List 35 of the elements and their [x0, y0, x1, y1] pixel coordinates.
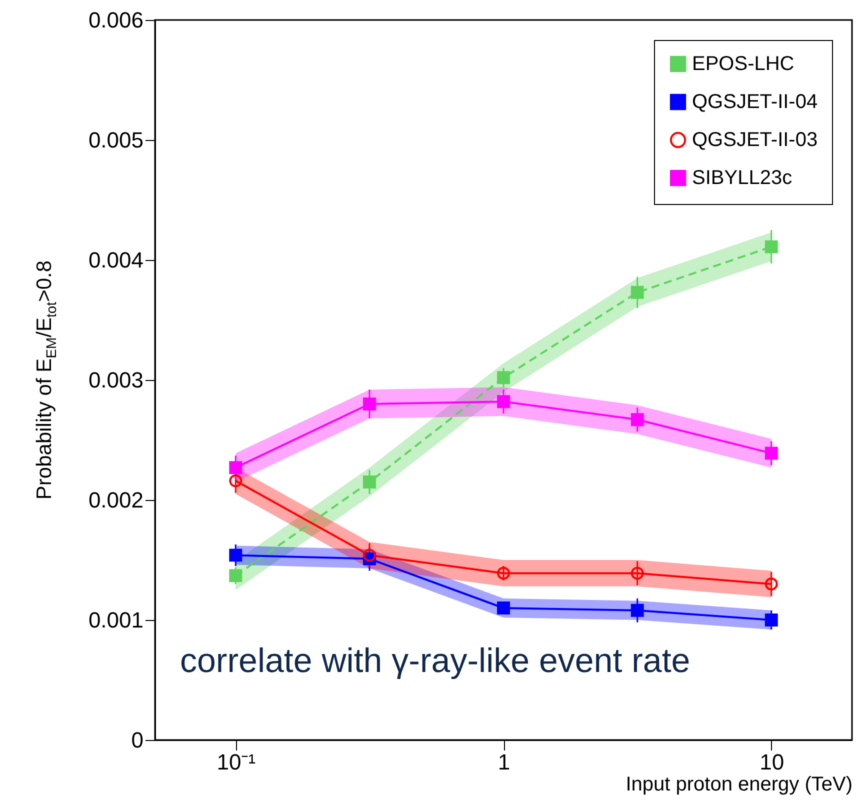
x-axis-title: Input proton energy (TeV)	[626, 774, 852, 796]
point	[229, 548, 242, 562]
point	[630, 604, 644, 617]
point	[630, 413, 644, 426]
point	[363, 398, 376, 410]
point	[497, 371, 510, 384]
point	[630, 566, 644, 580]
legend-label: SIBYLL23c	[692, 167, 792, 189]
x-tick-label: 1	[498, 750, 510, 774]
point	[497, 602, 510, 614]
y-tick-label: 0.003	[88, 368, 144, 392]
point	[764, 240, 778, 254]
point	[363, 476, 376, 488]
point	[229, 474, 242, 488]
x-tick-label: 10	[760, 750, 784, 774]
y-tick-label: 0.002	[88, 488, 144, 512]
legend-label: QGSJET-II-04	[692, 91, 818, 113]
point	[497, 566, 510, 580]
legend-label: EPOS-LHC	[692, 53, 794, 75]
y-tick-label: 0.001	[88, 608, 144, 632]
point	[229, 461, 242, 474]
point	[497, 395, 510, 408]
point	[229, 569, 242, 582]
y-tick-label: 0.005	[88, 128, 144, 152]
point	[764, 578, 778, 590]
point	[363, 548, 376, 562]
point	[630, 286, 644, 299]
point	[764, 446, 778, 460]
point	[764, 614, 778, 626]
annotation: correlate with γ-ray-like event rate	[180, 642, 690, 681]
y-tick-label: 0.006	[88, 8, 144, 32]
x-tick-label: 10⁻¹	[216, 750, 256, 774]
legend-label: QGSJET-II-03	[692, 129, 818, 151]
y-tick-label: 0.004	[88, 248, 144, 272]
y-tick-label: 0	[131, 728, 144, 752]
